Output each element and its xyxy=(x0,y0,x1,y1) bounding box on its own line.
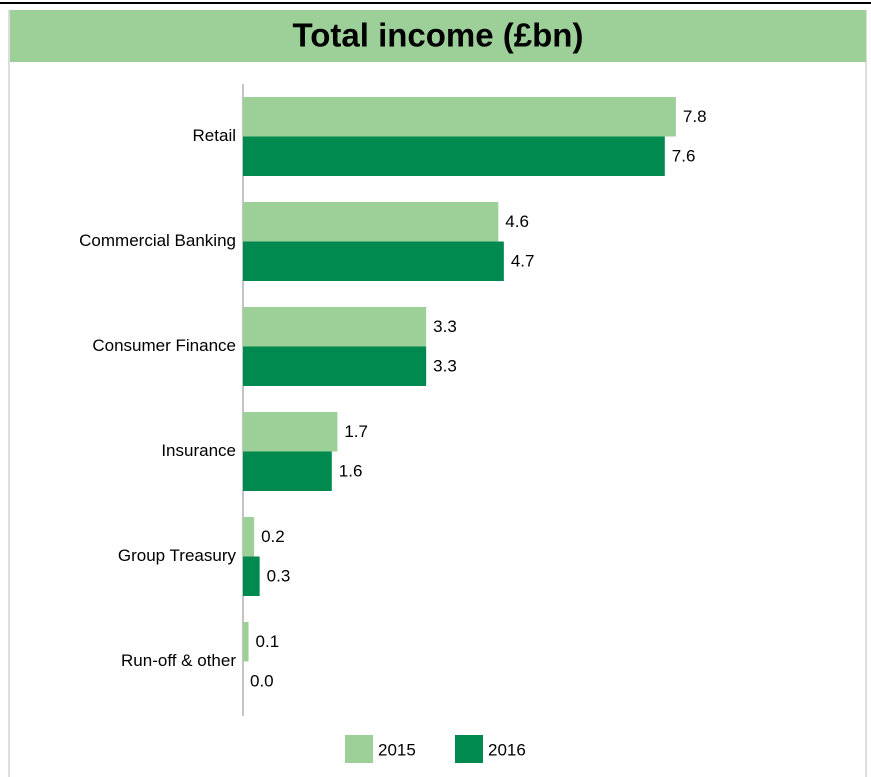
value-label: 7.6 xyxy=(672,147,696,166)
bar xyxy=(243,202,499,242)
bar xyxy=(243,241,504,281)
category-label: Consumer Finance xyxy=(92,336,236,355)
bar xyxy=(243,307,427,347)
category-label: Retail xyxy=(193,126,236,145)
bar xyxy=(243,451,332,491)
value-label: 1.6 xyxy=(339,462,363,481)
title-band xyxy=(10,10,866,62)
value-label: 0.3 xyxy=(267,567,291,586)
value-label: 4.7 xyxy=(511,252,535,271)
category-label: Group Treasury xyxy=(118,546,237,565)
value-label: 3.3 xyxy=(433,357,457,376)
chart-title: Total income (£bn) xyxy=(293,17,584,54)
legend-swatch xyxy=(345,735,373,763)
bar xyxy=(243,622,249,662)
category-label: Run-off & other xyxy=(121,651,236,670)
bar xyxy=(243,97,676,137)
legend-swatch xyxy=(455,735,483,763)
value-label: 0.0 xyxy=(250,672,274,691)
value-label: 0.1 xyxy=(256,632,280,651)
category-label: Commercial Banking xyxy=(79,231,236,250)
bar xyxy=(243,517,255,557)
category-label: Insurance xyxy=(161,441,236,460)
value-label: 0.2 xyxy=(261,527,285,546)
bar xyxy=(243,136,665,176)
value-label: 3.3 xyxy=(433,317,457,336)
bar xyxy=(243,556,260,596)
legend-label: 2016 xyxy=(488,740,526,759)
bar xyxy=(243,346,427,386)
value-label: 4.6 xyxy=(505,212,529,231)
value-label: 7.8 xyxy=(683,107,707,126)
bar xyxy=(243,412,338,452)
value-label: 1.7 xyxy=(344,422,368,441)
legend-label: 2015 xyxy=(378,740,416,759)
